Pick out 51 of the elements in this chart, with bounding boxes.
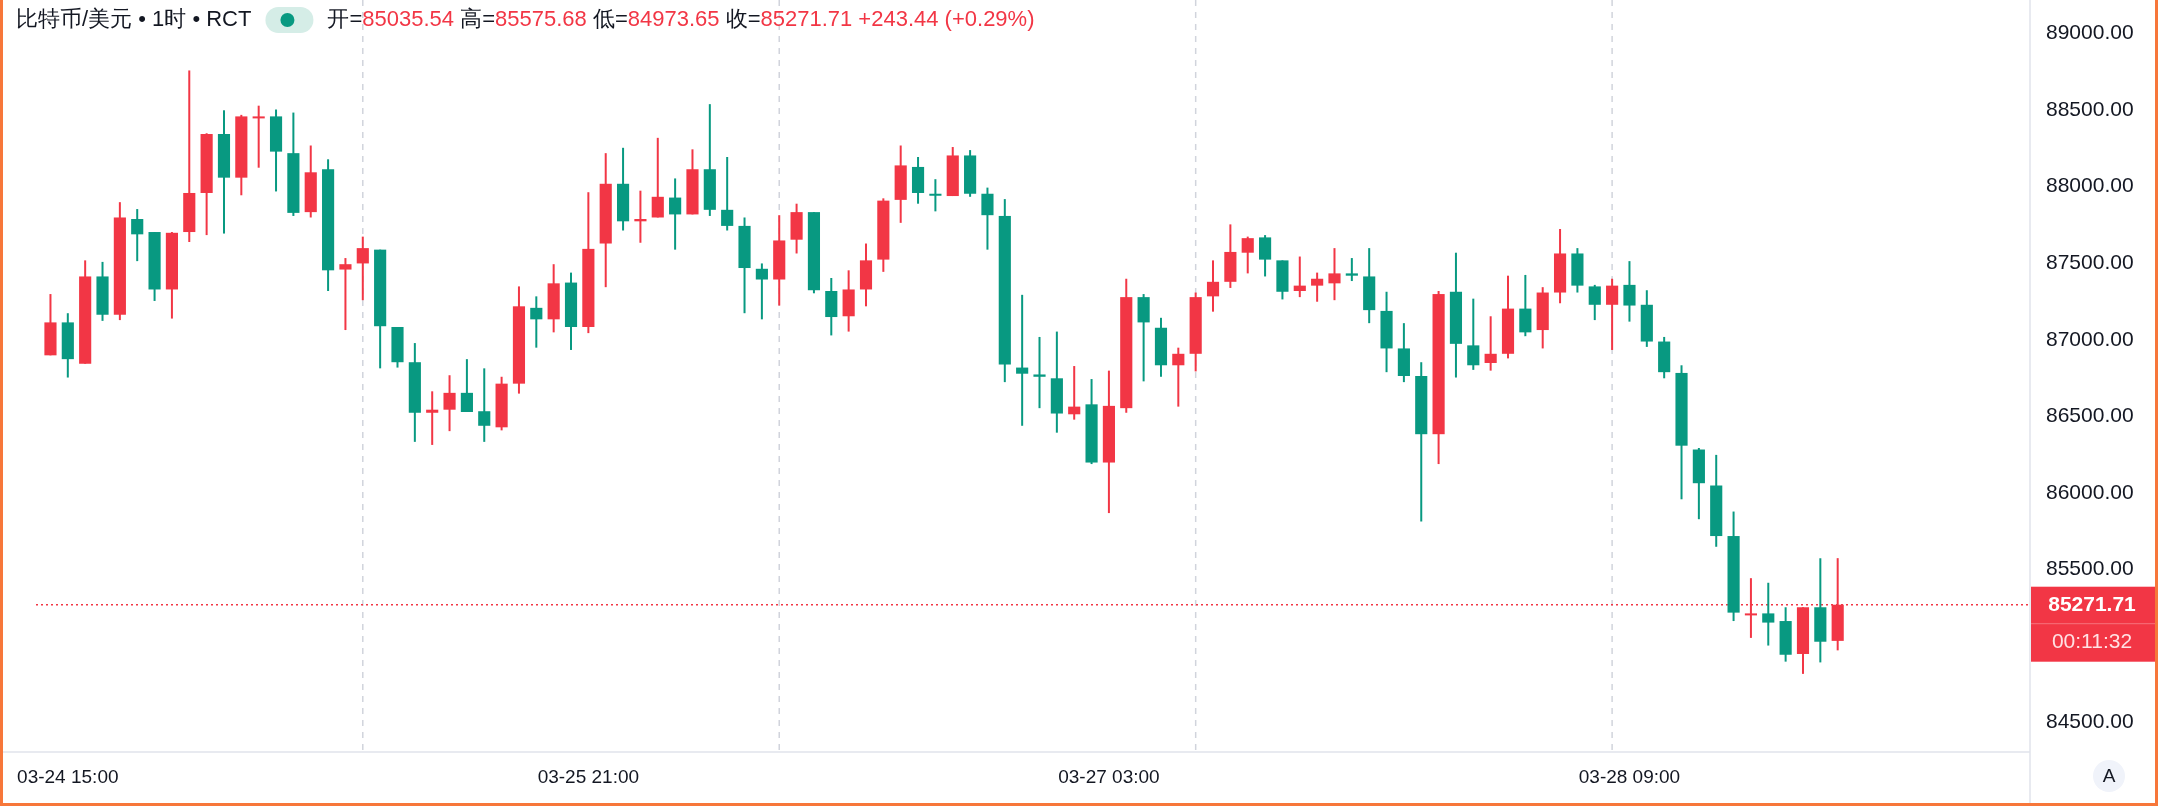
candlestick: [1311, 271, 1324, 303]
candlestick: [651, 136, 664, 219]
y-tick-label: 84500.00: [2046, 709, 2134, 733]
candlestick: [1241, 235, 1254, 275]
candlestick: [1762, 581, 1775, 647]
candlestick: [1484, 315, 1497, 372]
y-tick-label: 88500.00: [2046, 96, 2134, 120]
candlestick: [1467, 297, 1480, 371]
x-tick-label: 03-28 09:00: [1578, 766, 1681, 788]
text: A: [2102, 765, 2116, 787]
candlestick: [426, 390, 439, 446]
candlestick: [1172, 346, 1185, 408]
x-tick-label: 03-25 21:00: [537, 766, 640, 788]
candlestick: [1068, 365, 1081, 421]
candlestick: [1033, 335, 1046, 410]
candlestick: [1623, 260, 1636, 323]
candlestick: [460, 358, 473, 413]
x-tick-label: 03-27 03:00: [1058, 766, 1160, 788]
candlestick: [478, 367, 491, 443]
candlestick: [755, 262, 768, 321]
candlestick: [252, 104, 265, 169]
y-tick-label: 86000.00: [2046, 479, 2134, 503]
candlestick: [339, 257, 352, 332]
candlestick: [721, 155, 734, 232]
y-tick-label: 85500.00: [2046, 556, 2134, 580]
candlestick: [1328, 247, 1341, 302]
candlestick: [1259, 234, 1272, 278]
candlestick: [1016, 293, 1029, 427]
candlestick: [1293, 255, 1306, 299]
candlestick: [1206, 259, 1220, 313]
y-tick-label: 87500.00: [2046, 249, 2134, 273]
text: 00:11:32: [2051, 629, 2133, 653]
y-tick-label: 88000.00: [2046, 173, 2134, 197]
ref-line-label: 85271.71: [2048, 592, 2137, 616]
candlestick: [1588, 283, 1601, 322]
candlestick: [443, 374, 456, 433]
y-tick-label: 89000.00: [2046, 20, 2134, 44]
candlestick: [1519, 273, 1532, 338]
candlestick: [131, 208, 144, 263]
candlestick: [530, 295, 543, 349]
candlestick: [669, 177, 682, 251]
candlestick: [356, 235, 369, 302]
text: 开=85035.54 高=85575.68 低=84973.65 收=85271.71 +243.44 (+0.29%): [327, 5, 1035, 31]
candlestick: [981, 186, 994, 251]
y-tick-label: 86500.00: [2046, 403, 2134, 427]
candlestick: [929, 178, 942, 213]
x-tick-label: 03-24 15:00: [17, 766, 119, 788]
chart-title: 比特币/美元 • 1时 • RCT: [16, 5, 252, 31]
y-tick-label: 87000.00: [2046, 326, 2134, 350]
candlestick: [1345, 257, 1358, 283]
candlestick: [1606, 277, 1619, 351]
